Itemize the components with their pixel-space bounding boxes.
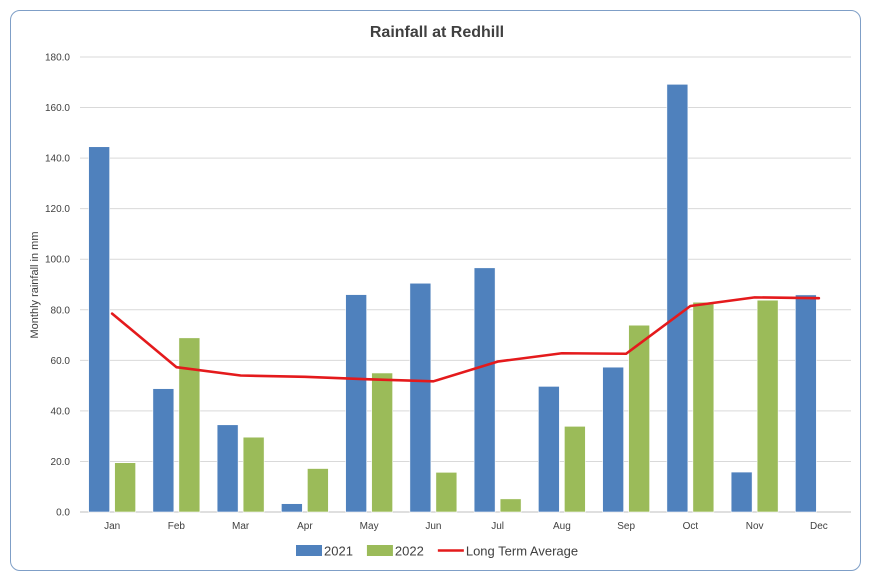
legend-entry: 2021 [324,544,353,559]
y-tick-label: 180.0 [45,53,70,64]
legend-swatch [366,545,393,556]
y-tick-labels: 0.0 20.0 40.0 60.0 80.0 100.0 120.0 140.0 160.0 1… [45,53,70,519]
bar-2022 [178,337,201,513]
average-line-series [110,296,821,383]
bar-2021 [666,84,689,513]
legend-entry: 2022 [395,544,424,559]
y-tick-label: 20.0 [51,457,71,468]
bar-2021 [602,366,624,513]
y-tick-label: 100.0 [45,255,70,266]
bar-2022 [435,472,458,513]
y-axis-label: Monthly rainfall in mm [29,232,41,339]
x-tick-label: May [360,521,379,532]
bar-2022 [564,426,586,513]
y-tick-label: 80.0 [51,305,71,316]
y-tick-label: 40.0 [51,406,71,417]
bar-2022 [628,324,650,513]
legend-swatch [296,545,322,556]
bar-2021 [538,386,560,513]
x-tick-label: Dec [810,521,828,532]
bar-2021 [409,282,432,513]
x-tick-label: Jul [491,521,504,532]
bar-2021 [281,503,303,513]
y-tick-label: 120.0 [45,204,70,215]
bar-2021 [795,294,817,513]
x-tick-label: Feb [168,521,186,532]
bar-2021 [345,294,367,513]
x-tick-label: Aug [553,521,571,532]
bar-2021 [730,471,753,513]
gridlines [80,56,851,513]
bar-2021 [88,146,110,513]
bar-2021 [216,424,239,513]
x-tick-label: Jun [425,521,441,532]
x-tick-label: Apr [297,521,313,532]
y-tick-label: 60.0 [51,356,71,367]
bar-2022 [499,498,522,513]
x-tick-labels: Jan Feb Mar Apr May Jun Jul Aug Sep Oct Nov Dec [104,521,828,532]
y-tick-label: 160.0 [45,103,70,114]
bar-2022 [756,299,779,513]
bar-2021 [152,388,175,513]
x-tick-label: Sep [617,521,635,532]
legend: 2021 2022 Long Term Average [296,544,578,559]
bar-2022 [242,436,265,513]
bar-2022 [114,462,136,513]
bar-2021 [473,267,496,513]
chart-frame [10,10,861,571]
chart-title: Rainfall at Redhill [370,24,504,41]
bar-2022 [692,301,715,513]
y-tick-label: 0.0 [56,508,70,519]
bar-series [88,84,817,513]
bar-2022 [371,372,393,513]
x-tick-label: Mar [232,521,250,532]
legend-entry: Long Term Average [466,544,578,559]
bar-2022 [307,468,329,513]
y-tick-label: 140.0 [45,154,70,165]
x-tick-label: Nov [746,521,764,532]
x-tick-label: Jan [104,521,120,532]
long-term-average-line [110,296,821,383]
x-tick-label: Oct [683,521,699,532]
